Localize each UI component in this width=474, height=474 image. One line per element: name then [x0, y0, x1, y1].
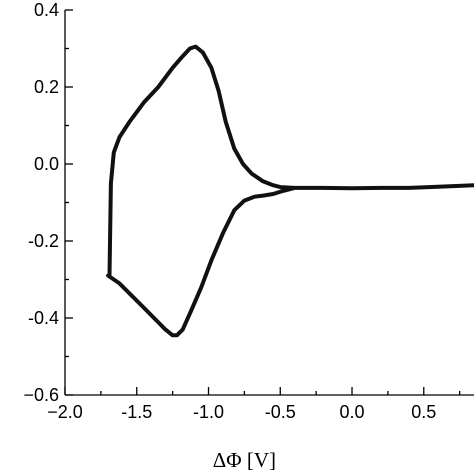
- x-axis-title: ΔΦ [V]: [213, 448, 276, 472]
- y-tick-label: -0.2: [28, 231, 59, 251]
- x-tick-label: -0.5: [265, 402, 296, 422]
- x-tick-label: -1.0: [193, 402, 224, 422]
- y-tick-label: 0.4: [34, 0, 59, 20]
- x-tick-label: 0.0: [340, 402, 365, 422]
- plot-area: [106, 44, 474, 338]
- y-ticks: 0.4 0.2 0.0 -0.2 -0.4 −0.6: [23, 0, 73, 405]
- y-tick-label: 0.0: [34, 154, 59, 174]
- x-ticks: −2.0 -1.5 -1.0 -0.5 0.0 0.5: [47, 387, 461, 422]
- x-tick-label: -1.5: [121, 402, 152, 422]
- axes: [64, 10, 474, 396]
- y-tick-label: −0.6: [23, 385, 59, 405]
- y-tick-label: -0.4: [28, 308, 59, 328]
- y-tick-label: 0.2: [34, 77, 59, 97]
- x-tick-label: 0.5: [411, 402, 436, 422]
- series-line: [106, 44, 474, 338]
- x-tick-label: −2.0: [47, 402, 83, 422]
